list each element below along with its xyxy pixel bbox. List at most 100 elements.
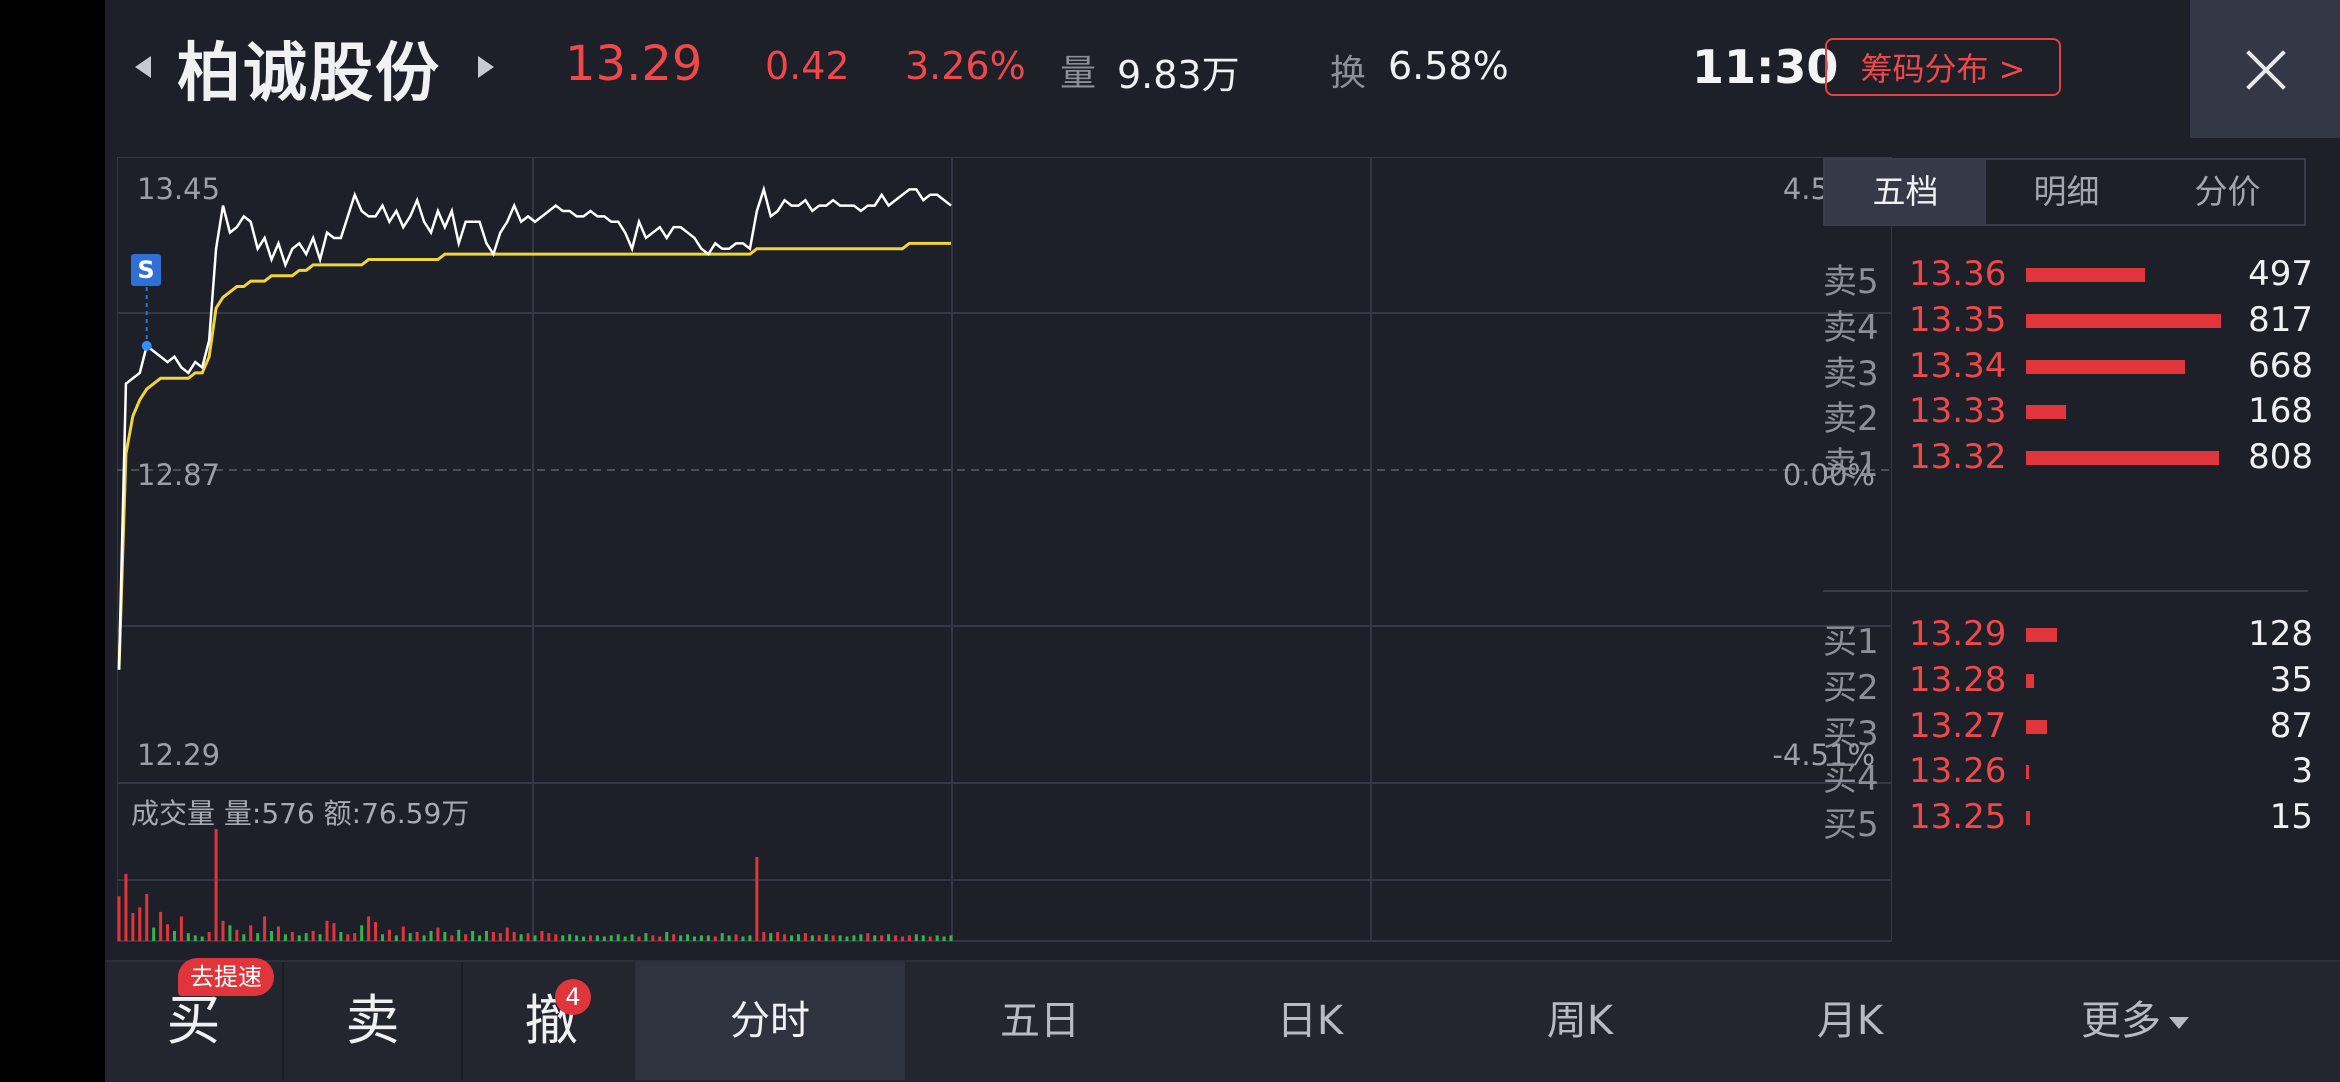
tab-monthly-k[interactable]: 月K: [1816, 998, 1884, 1044]
volume-bar: [609, 935, 613, 941]
current-time: 11:30: [1692, 40, 1839, 94]
intraday-chart[interactable]: [117, 157, 1892, 942]
y-tick-left-mid: 12.87: [137, 458, 221, 492]
level-label: 卖2: [1823, 399, 1879, 440]
level-price: 13.25: [1909, 797, 2007, 838]
ask-row-5[interactable]: 卖1 13.32 808: [1823, 433, 2313, 486]
tab-price-distribution[interactable]: 分价: [2194, 172, 2261, 211]
speedup-badge[interactable]: 去提速: [178, 958, 274, 996]
volume-bar: [325, 920, 329, 941]
volume-bar: [138, 907, 142, 941]
price-change-pct: 3.26%: [905, 44, 1026, 88]
divider: [282, 962, 284, 1080]
volume-bar: [568, 934, 572, 941]
order-book-divider: [1823, 590, 2308, 592]
tab-intraday[interactable]: 分时: [635, 962, 905, 1080]
volume-bar: [228, 925, 232, 941]
level-label: 卖1: [1823, 445, 1879, 486]
volume-bar: [713, 936, 717, 941]
header: 柏诚股份 13.29 0.42 3.26% 量 9.83万 换 6.58% 11…: [105, 0, 2340, 140]
bid-row-4[interactable]: 买4 13.26 3: [1823, 747, 2313, 800]
y-tick-right-mid: 0.00%: [1782, 458, 1875, 492]
level-label: 买4: [1823, 759, 1879, 800]
turnover-label: 换: [1330, 53, 1367, 94]
tab-detail[interactable]: 明细: [2033, 172, 2100, 211]
volume-bar: [686, 934, 690, 941]
volume-bar: [484, 930, 488, 941]
level-volume: 15: [2269, 797, 2313, 838]
volume-bar: [762, 932, 766, 941]
volume-bar: [332, 923, 336, 941]
level-price: 13.27: [1909, 705, 2007, 746]
volume-bar: [776, 932, 780, 941]
volume-bar: [367, 916, 371, 941]
volume-bar: [2026, 313, 2221, 328]
tab-five-level[interactable]: 五档: [1825, 160, 1986, 224]
volume-bar: [2026, 451, 2219, 466]
volume-bar: [304, 933, 308, 941]
volume-bar: [457, 929, 461, 941]
ask-row-3[interactable]: 卖3 13.34 668: [1823, 342, 2313, 394]
ask-row-4[interactable]: 卖2 13.33 168: [1823, 387, 2313, 440]
next-stock-icon[interactable]: [478, 56, 494, 78]
volume-bar: [928, 936, 932, 941]
close-icon[interactable]: [2190, 0, 2340, 138]
level-volume: 168: [2248, 391, 2313, 432]
volume-bar: [2026, 673, 2035, 688]
volume-bar: [852, 935, 856, 941]
bid-row-2[interactable]: 买2 13.28 35: [1823, 656, 2313, 708]
volume-bar: [318, 934, 322, 941]
volume-bar: [824, 934, 828, 941]
volume-bar: [505, 927, 509, 941]
volume-bar: [2026, 359, 2186, 374]
bid-row-5[interactable]: 买5 13.25 15: [1823, 793, 2313, 846]
bid-row-1[interactable]: 买1 13.29 128: [1823, 610, 2313, 662]
volume-bar: [290, 932, 294, 941]
sell-button[interactable]: 卖: [284, 962, 461, 1080]
volume-bar: [478, 935, 482, 941]
volume-bar: [679, 935, 683, 941]
volume-bar: [554, 934, 558, 941]
volume-bar: [2026, 628, 2057, 642]
tab-daily-k[interactable]: 日K: [1276, 998, 1344, 1044]
volume-bar: [810, 935, 814, 941]
volume-bar: [817, 935, 821, 941]
ask-row-1[interactable]: 卖5 13.36 497: [1823, 250, 2313, 302]
volume-bar: [311, 930, 315, 941]
more-menu-button[interactable]: 更多: [1985, 962, 2285, 1080]
volume-bar: [124, 873, 128, 941]
volume-bar: [380, 934, 384, 941]
volume-bar: [221, 920, 225, 941]
volume-bar: [117, 896, 121, 941]
prev-stock-icon[interactable]: [135, 56, 151, 78]
volume-bar: [471, 930, 475, 941]
volume-bar: [270, 930, 274, 941]
bid-row-3[interactable]: 买3 13.27 87: [1823, 702, 2313, 754]
volume-bar: [166, 924, 170, 941]
level-price: 13.28: [1909, 659, 2007, 700]
volume-bar: [769, 933, 773, 941]
volume-bar: [436, 927, 440, 941]
buy-button[interactable]: 买: [105, 962, 282, 1080]
volume-bar: [637, 936, 641, 941]
volume-bar: [387, 929, 391, 941]
level-price: 13.34: [1909, 345, 2007, 386]
cancel-order-button[interactable]: 撤: [463, 962, 640, 1080]
volume-bar: [630, 934, 634, 941]
chip-distribution-button[interactable]: 筹码分布 >: [1825, 38, 2061, 96]
tab-weekly-k[interactable]: 周K: [1546, 998, 1614, 1044]
volume-bar: [145, 893, 149, 941]
volume-bar: [131, 913, 135, 941]
signal-marker[interactable]: S: [131, 254, 161, 286]
level-volume: 668: [2248, 345, 2313, 386]
ask-row-2[interactable]: 卖4 13.35 817: [1823, 296, 2313, 348]
level-label: 买5: [1823, 805, 1879, 846]
last-price: 13.29: [565, 36, 703, 92]
volume-bar: [2026, 405, 2067, 420]
app-root: 柏诚股份 13.29 0.42 3.26% 量 9.83万 换 6.58% 11…: [105, 0, 2340, 1082]
volume-bar: [249, 925, 253, 941]
volume-bar: [582, 936, 586, 941]
volume-bar: [179, 916, 183, 941]
level-volume: 808: [2248, 437, 2313, 478]
tab-five-day[interactable]: 五日: [1000, 998, 1080, 1044]
